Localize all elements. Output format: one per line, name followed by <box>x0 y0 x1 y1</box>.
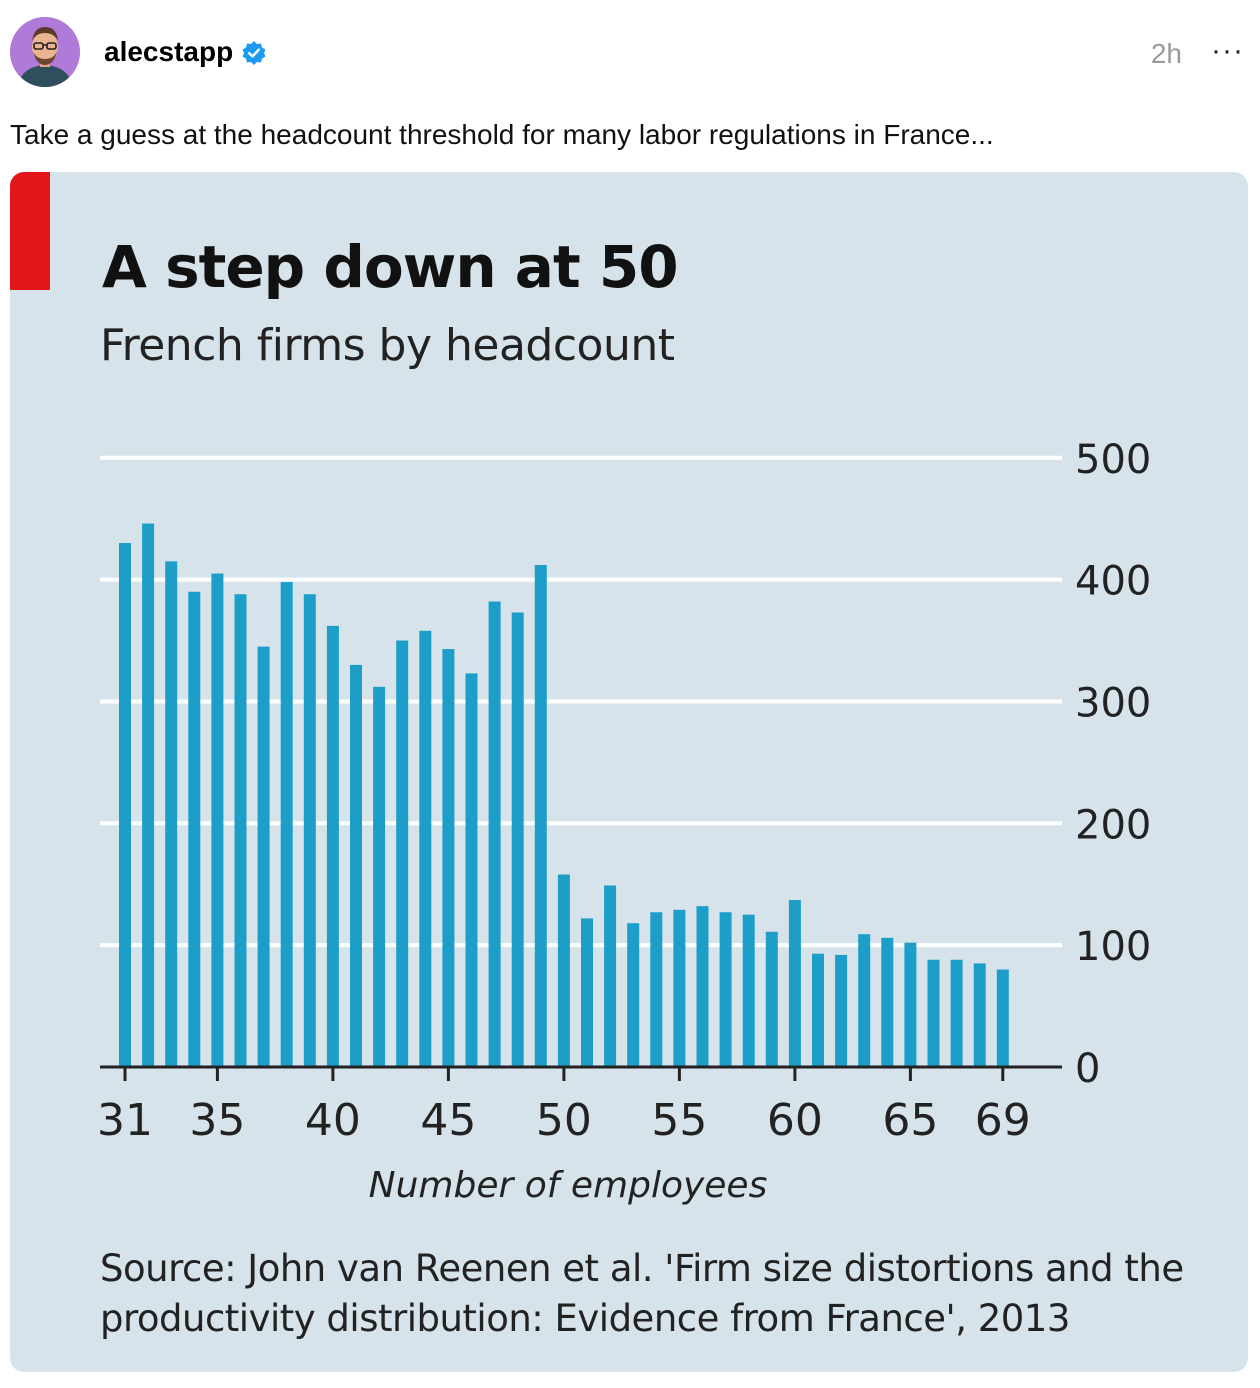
verified-badge-icon <box>241 39 267 65</box>
bar-37 <box>257 646 270 1067</box>
bar-45 <box>442 649 455 1067</box>
bar-59 <box>765 931 778 1067</box>
bar-36 <box>234 594 247 1067</box>
bar-41 <box>350 664 362 1067</box>
post-header: alecstapp 2h ··· <box>0 0 1260 100</box>
y-tick-label: 100 <box>1075 924 1151 970</box>
bar-65 <box>904 942 917 1067</box>
x-tick-label: 50 <box>536 1095 592 1146</box>
bar-32 <box>142 523 155 1067</box>
chart-source: Source: John van Reenen et al. 'Firm siz… <box>100 1247 1184 1340</box>
y-tick-label: 0 <box>1075 1046 1100 1092</box>
bar-60 <box>788 900 801 1067</box>
bar-57 <box>719 912 732 1067</box>
bar-33 <box>165 561 178 1067</box>
bar-67 <box>950 959 963 1067</box>
bar-55 <box>673 909 686 1067</box>
bar-43 <box>396 640 409 1067</box>
bar-38 <box>280 582 293 1067</box>
bar-56 <box>696 906 709 1067</box>
x-tick-label: 65 <box>882 1095 938 1146</box>
bar-39 <box>303 594 316 1067</box>
y-tick-label: 400 <box>1075 559 1151 605</box>
bar-50 <box>557 874 570 1067</box>
bar-40 <box>326 625 339 1067</box>
bar-64 <box>881 937 894 1067</box>
x-tick-label: 40 <box>305 1095 361 1146</box>
x-tick-label: 31 <box>97 1095 153 1146</box>
x-tick-label: 45 <box>420 1095 476 1146</box>
bar-chart: 0 100 200 300 400 500 31 35 40 45 50 55 60 65 69 Numbe… <box>97 437 1151 1206</box>
chart-image[interactable]: A step down at 50 French firms by headco… <box>10 172 1248 1372</box>
bar-61 <box>812 953 824 1067</box>
bar-49 <box>534 564 547 1067</box>
bar-66 <box>927 959 940 1067</box>
person-avatar-icon[interactable] <box>10 17 80 87</box>
bar-44 <box>419 630 432 1067</box>
x-tick-label: 55 <box>651 1095 707 1146</box>
x-tick-label: 69 <box>975 1095 1031 1146</box>
y-tick-label: 500 <box>1075 437 1151 483</box>
bar-51 <box>581 918 593 1067</box>
bar-54 <box>650 912 663 1067</box>
post-text: Take a guess at the headcount threshold … <box>10 119 994 150</box>
x-tick-label: 60 <box>767 1095 823 1146</box>
y-tick-label: 300 <box>1075 680 1151 726</box>
chart-subtitle: French firms by headcount <box>100 320 675 371</box>
post-timestamp: 2h <box>1150 38 1182 69</box>
bar-52 <box>604 885 617 1067</box>
bar-31 <box>119 543 131 1067</box>
bar-68 <box>973 963 986 1067</box>
y-tick-label: 200 <box>1075 802 1151 848</box>
bar-34 <box>188 591 201 1067</box>
bar-46 <box>465 673 478 1067</box>
x-axis-label: Number of employees <box>369 1165 768 1206</box>
bar-53 <box>627 923 640 1067</box>
username[interactable]: alecstapp <box>104 36 234 67</box>
bar-62 <box>835 954 848 1067</box>
chart-title: A step down at 50 <box>102 233 679 301</box>
bar-58 <box>742 914 755 1067</box>
bar-63 <box>858 934 871 1067</box>
username-row[interactable]: alecstapp <box>104 34 267 70</box>
bar-42 <box>373 686 386 1067</box>
bar-48 <box>511 612 524 1067</box>
x-tick-label: 35 <box>189 1095 245 1146</box>
bar-69 <box>996 969 1009 1067</box>
red-accent-tag <box>10 172 50 290</box>
bar-47 <box>488 601 501 1067</box>
more-options-icon[interactable]: ··· <box>1211 34 1244 67</box>
bar-35 <box>211 573 224 1067</box>
